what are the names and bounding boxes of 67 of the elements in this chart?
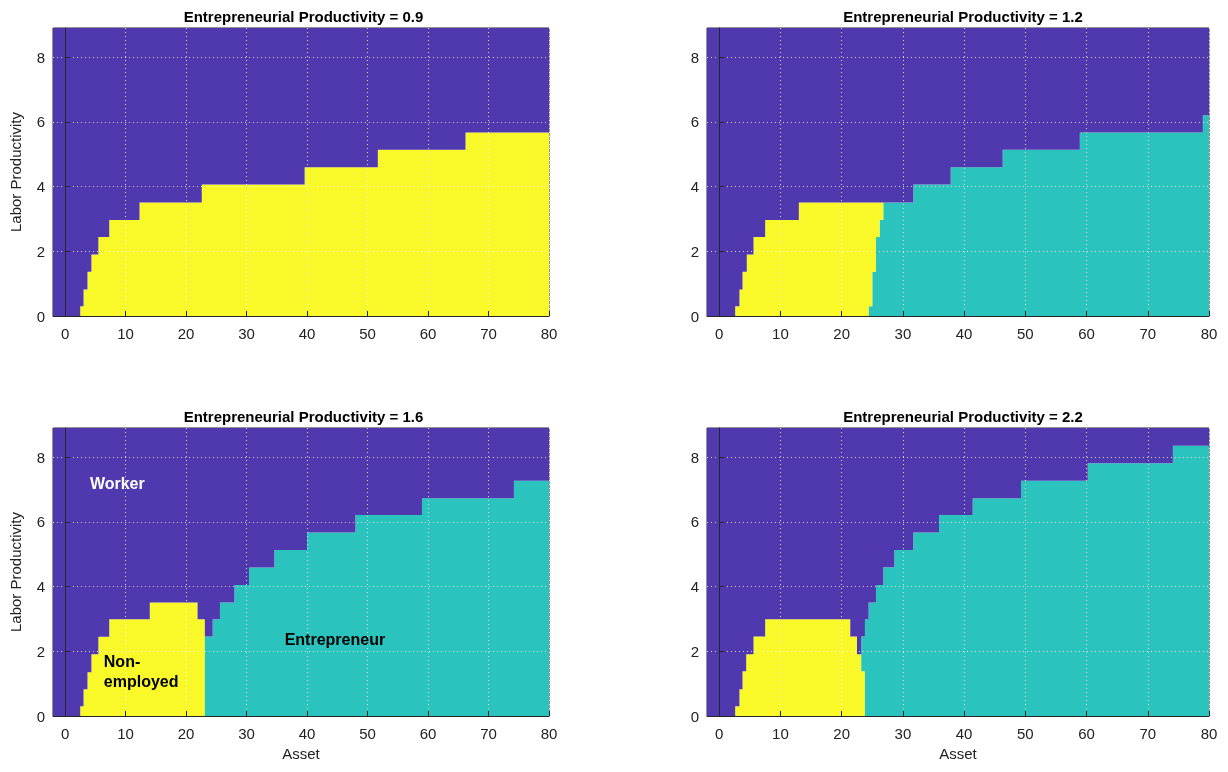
x-tick-label: 20 [833,725,851,742]
x-tick-label: 80 [1200,325,1218,342]
x-tick-label: 70 [480,725,497,742]
x-tick-label: 30 [894,725,912,742]
x-tick-label: 40 [955,725,973,742]
x-tick-label: 80 [540,725,558,742]
x-tick-label: 0 [60,325,70,342]
y-tick-label: 2 [36,242,45,260]
x-tick-label: 20 [833,325,851,342]
x-tick-label: 10 [117,325,134,342]
y-tick-label: 4 [690,578,699,596]
y-tick-label: 2 [690,642,699,660]
series-label: Non-employed [103,653,179,691]
x-tick-label: 10 [117,725,134,742]
x-tick-label: 40 [955,325,973,342]
y-tick-label: 0 [36,707,45,725]
x-tick-label: 30 [238,325,255,342]
y-tick-label: 4 [36,178,45,196]
y-axis-title: Labor Productivity [7,511,24,633]
x-tick-label: 30 [894,325,912,342]
x-tick-label: 60 [419,325,437,342]
x-tick-label: 70 [1139,725,1157,742]
y-tick-label: 0 [690,707,699,725]
y-tick-label: 2 [36,642,45,660]
y-axis-title: Labor Productivity [7,111,24,233]
x-tick-label: 50 [1017,725,1034,742]
x-tick-label: 10 [772,725,789,742]
x-tick-label: 0 [715,325,724,342]
y-tick-label: 6 [690,513,699,531]
x-tick-label: 10 [772,325,789,342]
chart-title: Entrepreneurial Productivity = 1.6 [183,408,424,425]
y-tick-label: 4 [690,178,699,196]
chart-title: Entrepreneurial Productivity = 2.2 [843,408,1083,425]
y-tick-label: 8 [690,448,699,466]
y-tick-label: 6 [690,113,699,131]
x-tick-label: 0 [715,725,724,742]
x-tick-label: 20 [177,325,195,342]
x-tick-label: 40 [298,725,316,742]
x-axis-title: Asset [939,744,978,762]
x-tick-label: 60 [1078,325,1095,342]
x-tick-label: 80 [1200,725,1218,742]
x-tick-label: 50 [359,725,376,742]
chart-title: Entrepreneurial Productivity = 1.2 [843,8,1083,25]
x-tick-label: 30 [238,725,255,742]
x-tick-label: 70 [1139,325,1157,342]
y-tick-label: 4 [36,578,45,596]
x-tick-label: 40 [298,325,316,342]
series-label: Worker [89,475,145,493]
y-tick-label: 2 [690,242,699,260]
x-tick-label: 70 [480,325,497,342]
y-tick-label: 6 [36,113,45,131]
y-tick-label: 6 [36,513,45,531]
x-axis-title: Asset [282,744,321,762]
series-label: Entrepreneur [284,630,386,648]
x-tick-label: 20 [177,725,195,742]
y-tick-label: 0 [36,307,45,325]
chart-title: Entrepreneurial Productivity = 0.9 [183,8,424,25]
x-tick-label: 0 [60,725,70,742]
y-tick-label: 8 [36,448,45,466]
x-tick-label: 60 [1078,725,1095,742]
y-tick-label: 8 [36,48,45,66]
x-tick-label: 60 [419,725,437,742]
y-tick-label: 8 [690,48,699,66]
x-tick-label: 50 [1017,325,1034,342]
y-tick-label: 0 [690,307,699,325]
x-tick-label: 80 [540,325,558,342]
x-tick-label: 50 [359,325,376,342]
